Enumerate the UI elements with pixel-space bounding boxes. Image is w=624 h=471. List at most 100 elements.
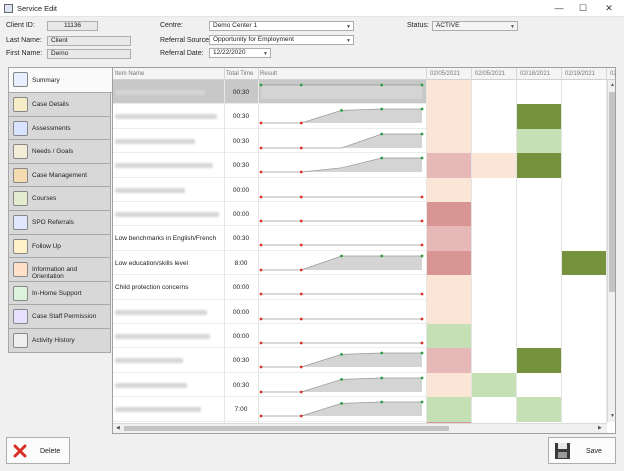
heat-cell[interactable]	[427, 226, 472, 251]
table-row[interactable]: Low education/skills level 8:00	[113, 250, 615, 276]
heat-cell[interactable]	[427, 275, 472, 300]
heat-cell[interactable]	[562, 299, 607, 324]
date-column-header[interactable]: 02/19/2021	[565, 71, 596, 77]
tab-follow-up[interactable]: Follow Up	[8, 234, 111, 259]
heat-cell[interactable]	[472, 397, 517, 422]
vertical-scrollbar[interactable]: ▲ ▼	[607, 80, 615, 422]
heat-cell[interactable]	[472, 128, 517, 154]
heat-cell[interactable]	[562, 372, 607, 398]
heat-cell[interactable]	[427, 324, 472, 349]
heat-cell[interactable]	[427, 299, 472, 324]
save-button[interactable]: Save	[548, 437, 616, 464]
tab-case-staff-permission[interactable]: Case Staff Permission	[8, 305, 111, 329]
heat-cell[interactable]	[427, 153, 472, 178]
heat-cell[interactable]	[427, 128, 472, 154]
heat-cell[interactable]	[562, 128, 607, 154]
heat-cell[interactable]	[562, 275, 607, 300]
first-name-field[interactable]: Demo	[47, 49, 131, 59]
heat-cell[interactable]	[427, 104, 472, 129]
heat-cell[interactable]	[427, 250, 472, 276]
date-column-header[interactable]: 02/05/2021	[475, 71, 506, 77]
tab-summary[interactable]: Summary	[8, 67, 113, 93]
heat-cell[interactable]	[427, 372, 472, 398]
heat-cell[interactable]	[472, 80, 517, 105]
date-column-header[interactable]: 02/18/2021	[520, 71, 551, 77]
heat-cell[interactable]	[517, 177, 562, 202]
vertical-scroll-thumb[interactable]	[609, 92, 615, 292]
tab-information-and-orientation[interactable]: Information and Orientation	[8, 258, 111, 282]
date-column-header[interactable]: 02/	[610, 71, 615, 77]
close-icon[interactable]: ✕	[605, 3, 613, 13]
heat-cell[interactable]	[427, 177, 472, 202]
result-header[interactable]: Result	[260, 71, 278, 77]
heat-cell[interactable]	[517, 275, 562, 300]
heat-cell[interactable]	[427, 397, 472, 422]
last-name-field[interactable]: Client	[47, 36, 131, 46]
table-row[interactable]: Low benchmarks in English/French 00:30	[113, 226, 615, 251]
table-row[interactable]: 00:30	[113, 153, 615, 178]
table-row[interactable]: 00:30	[113, 128, 615, 154]
referral-source-select[interactable]: Opportunity for Employment ▼	[209, 35, 354, 45]
tab-spo-referrals[interactable]: SPO Referrals	[8, 210, 111, 235]
heat-cell[interactable]	[562, 177, 607, 202]
heat-cell[interactable]	[472, 226, 517, 251]
heat-cell[interactable]	[562, 226, 607, 251]
heat-cell[interactable]	[427, 202, 472, 227]
tab-case-management[interactable]: Case Management	[8, 163, 111, 188]
heat-cell[interactable]	[517, 80, 562, 105]
status-select[interactable]: ACTIVE ▼	[432, 21, 518, 31]
heat-cell[interactable]	[607, 421, 615, 433]
heat-cell[interactable]	[472, 104, 517, 129]
heat-cell[interactable]	[517, 250, 562, 276]
heat-cell[interactable]	[517, 226, 562, 251]
heat-cell[interactable]	[427, 348, 472, 373]
heat-cell[interactable]	[562, 202, 607, 227]
tab-case-details[interactable]: Case Details	[8, 93, 111, 117]
table-row[interactable]: 00:30	[113, 104, 615, 129]
table-row[interactable]: 00:00	[113, 202, 615, 227]
client-id-field[interactable]: 11136	[47, 21, 98, 31]
heat-cell[interactable]	[562, 104, 607, 129]
tab-activity-history[interactable]: Activity History	[8, 328, 111, 353]
heat-cell[interactable]	[517, 153, 562, 178]
tab-needs-goals[interactable]: Needs / Goals	[8, 140, 111, 164]
table-row[interactable]: Child protection concerns 00:00	[113, 275, 615, 300]
heat-cell[interactable]	[562, 80, 607, 105]
referral-date-field[interactable]: 12/22/2020 ▼	[209, 48, 271, 58]
heat-cell[interactable]	[472, 275, 517, 300]
heat-cell[interactable]	[562, 348, 607, 373]
table-row[interactable]: 00:30	[113, 80, 615, 105]
scroll-right-icon[interactable]: ▶	[598, 425, 602, 431]
table-row[interactable]: 00:00	[113, 299, 615, 324]
heat-cell[interactable]	[472, 372, 517, 398]
table-row[interactable]: 00:30	[113, 372, 615, 398]
heat-cell[interactable]	[517, 128, 562, 154]
table-row[interactable]: 00:30	[113, 348, 615, 373]
scroll-down-icon[interactable]: ▼	[610, 413, 615, 419]
heat-cell[interactable]	[472, 153, 517, 178]
heat-cell[interactable]	[472, 299, 517, 324]
heat-cell[interactable]	[472, 202, 517, 227]
table-row[interactable]: 00:00	[113, 177, 615, 202]
delete-button[interactable]: Delete	[6, 437, 70, 464]
heat-cell[interactable]	[517, 324, 562, 349]
item-name-header[interactable]: Item Name	[115, 71, 145, 77]
tab-courses[interactable]: Courses	[8, 187, 111, 211]
heat-cell[interactable]	[517, 202, 562, 227]
heat-cell[interactable]	[562, 250, 607, 276]
heat-cell[interactable]	[562, 153, 607, 178]
centre-select[interactable]: Demo Center 1 ▼	[209, 21, 354, 31]
horizontal-scrollbar[interactable]: ◀ ▶	[113, 423, 607, 433]
date-column-header[interactable]: 02/05/2021	[430, 71, 461, 77]
table-row[interactable]: 00:00	[113, 324, 615, 349]
tab-in-home-support[interactable]: In-Home Support	[8, 281, 111, 306]
heat-cell[interactable]	[472, 324, 517, 349]
table-row[interactable]: 7:00	[113, 397, 615, 422]
total-time-header[interactable]: Total Time	[226, 71, 254, 77]
heat-cell[interactable]	[472, 250, 517, 276]
scroll-left-icon[interactable]: ◀	[116, 425, 120, 431]
scroll-up-icon[interactable]: ▲	[610, 82, 615, 88]
heat-cell[interactable]	[517, 104, 562, 129]
heat-cell[interactable]	[562, 324, 607, 349]
tab-assessments[interactable]: Assessments	[8, 116, 111, 141]
